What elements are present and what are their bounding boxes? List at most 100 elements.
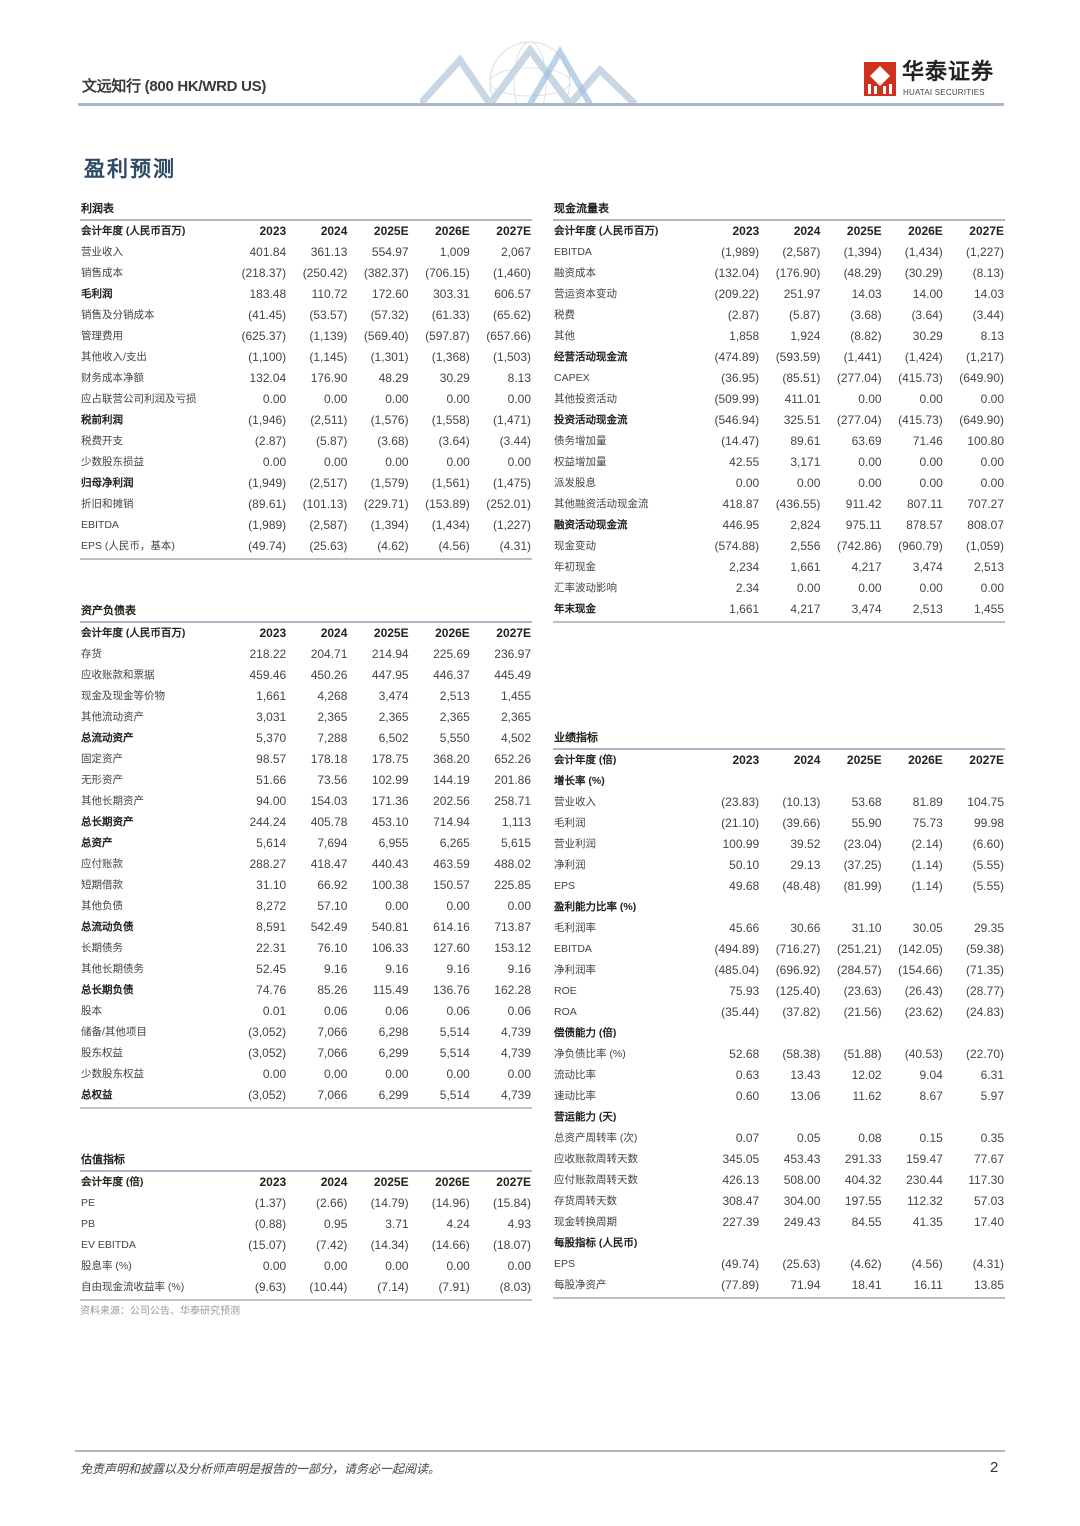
column-header-label: 会计年度 (倍) bbox=[81, 1176, 144, 1188]
table-row: 股东权益 (3,052) 7,066 6,299 5,514 4,739 bbox=[80, 1043, 532, 1064]
cell-value: (48.48) bbox=[782, 879, 821, 893]
cell-value: (36.95) bbox=[721, 371, 760, 385]
cell-value bbox=[760, 897, 821, 918]
row-label: 经营活动现金流 bbox=[554, 351, 628, 363]
table-row: 少数股东损益 0.00 0.00 0.00 0.00 0.00 bbox=[80, 452, 532, 473]
cell-value: 39.52 bbox=[790, 837, 821, 851]
cell-value: 75.73 bbox=[912, 816, 943, 830]
row-label: 其他收入/支出 bbox=[81, 351, 147, 363]
row-label: 增长率 (%) bbox=[554, 775, 605, 787]
cell-value: (8.03) bbox=[499, 1280, 531, 1294]
cell-value: 30.05 bbox=[912, 921, 943, 935]
cell-value: 8.13 bbox=[507, 371, 531, 385]
row-label: 其他流动资产 bbox=[81, 711, 144, 723]
cell-value: (960.79) bbox=[898, 539, 943, 553]
column-header: 2026E bbox=[435, 626, 470, 640]
cell-value bbox=[699, 771, 760, 792]
cell-value: (4.31) bbox=[499, 539, 531, 553]
table-row: 净负债比率 (%) 52.68 (58.38) (51.88) (40.53) (22.7… bbox=[553, 1044, 1005, 1065]
cell-value: (1,217) bbox=[965, 350, 1004, 364]
cell-value: 4.93 bbox=[507, 1217, 531, 1231]
cell-value: (57.32) bbox=[370, 308, 409, 322]
row-label: 速动比率 bbox=[554, 1090, 596, 1102]
cell-value: 0.35 bbox=[980, 1131, 1004, 1145]
table-row: 派发股息 0.00 0.00 0.00 0.00 0.00 bbox=[553, 473, 1005, 494]
balance-sheet-table: 资产负债表 会计年度 (人民币百万) 2023 2024 2025E 2026E 2027E… bbox=[80, 604, 532, 1109]
cell-value: (142.05) bbox=[898, 942, 943, 956]
table-row: EV EBITDA (15.07) (7.42) (14.34) (14.66) (18.… bbox=[80, 1235, 532, 1256]
cell-value: 144.19 bbox=[433, 773, 470, 787]
cell-value: (14.79) bbox=[370, 1196, 409, 1210]
row-label: 少数股东损益 bbox=[81, 456, 144, 468]
row-label: 存货周转天数 bbox=[554, 1195, 617, 1207]
cell-value: 13.06 bbox=[790, 1089, 821, 1103]
cell-value: 453.43 bbox=[783, 1152, 821, 1166]
cell-value: 197.55 bbox=[844, 1194, 882, 1208]
cell-value: 0.00 bbox=[507, 1259, 531, 1273]
table-row: 其他流动资产 3,031 2,365 2,365 2,365 2,365 bbox=[80, 707, 532, 728]
cell-value bbox=[883, 1023, 944, 1044]
cell-value: 411.01 bbox=[784, 392, 821, 406]
cell-value: 0.00 bbox=[385, 455, 409, 469]
cell-value: (277.04) bbox=[836, 371, 882, 385]
data-source-note: 资料来源：公司公告、华泰研究预测 bbox=[80, 1306, 240, 1317]
cell-value bbox=[760, 771, 821, 792]
table-row: 税费开支 (2.87) (5.87) (3.68) (3.64) (3.44) bbox=[80, 431, 532, 452]
cell-value: (153.89) bbox=[425, 497, 470, 511]
cell-value: (3.44) bbox=[972, 308, 1004, 322]
footer-divider bbox=[75, 1450, 1005, 1452]
cell-value: 3,171 bbox=[790, 455, 821, 469]
table-row: 其他长期债务 52.45 9.16 9.16 9.16 9.16 bbox=[80, 959, 532, 980]
cell-value: 71.94 bbox=[790, 1278, 821, 1292]
cell-value bbox=[944, 1233, 1005, 1254]
cell-value: 1,661 bbox=[729, 602, 760, 616]
row-label: 融资活动现金流 bbox=[554, 519, 628, 531]
cell-value: 5,614 bbox=[256, 836, 287, 850]
cell-value: (26.43) bbox=[904, 984, 943, 998]
column-header: 2024 bbox=[320, 626, 348, 640]
row-label: 少数股东权益 bbox=[81, 1068, 144, 1080]
cell-value bbox=[883, 1107, 944, 1128]
cell-value: 11.62 bbox=[852, 1089, 882, 1103]
row-label: 归母净利润 bbox=[81, 477, 134, 489]
column-header: 2024 bbox=[793, 753, 821, 767]
table-row: 存货 218.22 204.71 214.94 225.69 236.97 bbox=[80, 644, 532, 665]
cell-value: 2.34 bbox=[735, 581, 760, 595]
table-row: 其他负债 8,272 57.10 0.00 0.00 0.00 bbox=[80, 896, 532, 917]
cell-value: 401.84 bbox=[249, 245, 287, 259]
column-header: 2024 bbox=[793, 224, 821, 238]
cell-value: 5,615 bbox=[500, 836, 531, 850]
cell-value: 84.55 bbox=[851, 1215, 882, 1229]
cell-value bbox=[883, 771, 944, 792]
cell-value: 112.32 bbox=[906, 1194, 943, 1208]
table-row: 现金转换周期 227.39 249.43 84.55 41.35 17.40 bbox=[553, 1212, 1005, 1233]
cell-value: 4.24 bbox=[446, 1217, 470, 1231]
cell-value: 1,009 bbox=[439, 245, 470, 259]
cell-value: 171.36 bbox=[371, 794, 409, 808]
cell-value: 48.29 bbox=[378, 371, 409, 385]
cell-value: (9.63) bbox=[254, 1280, 287, 1294]
cell-value: (3.64) bbox=[438, 434, 470, 448]
cell-value: 0.00 bbox=[262, 1067, 287, 1081]
table-row: 毛利润率 45.66 30.66 31.10 30.05 29.35 bbox=[553, 918, 1005, 939]
row-label: CAPEX bbox=[554, 372, 590, 384]
table-row: 融资成本 (132.04) (176.90) (48.29) (30.29) (8.13) bbox=[553, 263, 1005, 284]
cell-value: (1,100) bbox=[248, 350, 287, 364]
column-header: 2027E bbox=[496, 626, 531, 640]
cell-value: (49.74) bbox=[721, 1257, 760, 1271]
cell-value: 368.20 bbox=[433, 752, 470, 766]
table-title: 业绩指标 bbox=[554, 732, 598, 744]
cell-value: (15.07) bbox=[248, 1238, 287, 1252]
cell-value: (3,052) bbox=[248, 1025, 287, 1039]
cell-value: 99.98 bbox=[973, 816, 1004, 830]
cell-value: (10.44) bbox=[309, 1280, 348, 1294]
cell-value: (1,227) bbox=[965, 245, 1004, 259]
cell-value: 0.06 bbox=[507, 1004, 531, 1018]
column-header: 2026E bbox=[435, 224, 470, 238]
cell-value: (277.04) bbox=[836, 413, 882, 427]
table-row: 应付账款 288.27 418.47 440.43 463.59 488.02 bbox=[80, 854, 532, 875]
cell-value: 0.00 bbox=[980, 392, 1004, 406]
cell-value: 13.43 bbox=[790, 1068, 821, 1082]
cell-value: 0.00 bbox=[446, 1259, 470, 1273]
cell-value: (569.40) bbox=[363, 329, 409, 343]
